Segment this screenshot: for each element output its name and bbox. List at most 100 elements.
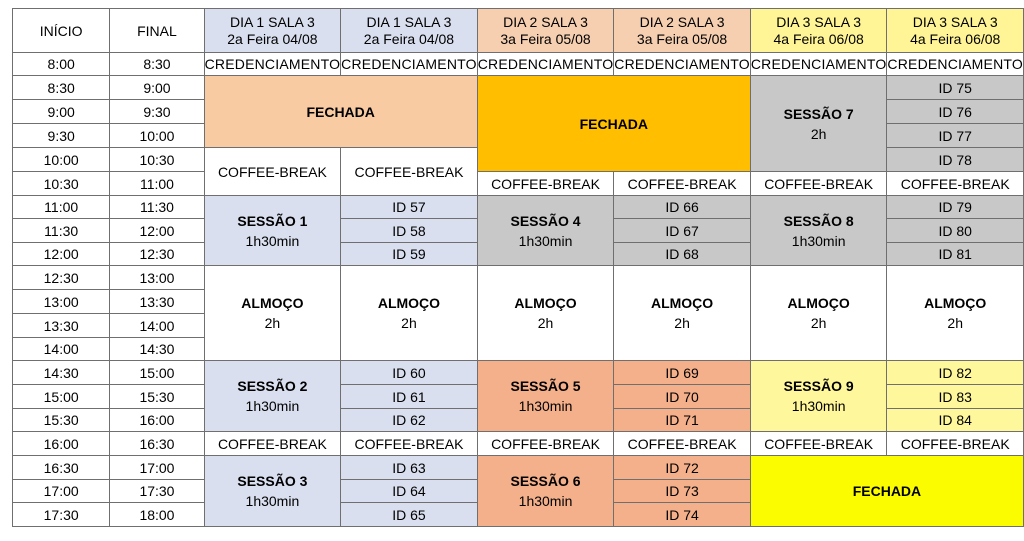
start-time: 15:00: [11, 384, 111, 409]
time-row: 15:00 15:30 ID 61 ID 70 ID 83: [11, 384, 1024, 409]
time-row: 10:00 10:30 COFFEE-BREAK COFFEE-BREAK ID…: [11, 147, 1024, 196]
header-day-date: 3a Feira 05/08: [636, 30, 728, 47]
time-row: 9:00 9:30 ID 76: [11, 99, 1024, 124]
paper-id-cell: ID 60: [340, 360, 478, 385]
end-time: 13:00: [109, 265, 205, 290]
lunch-block: ALMOÇO 2h: [886, 265, 1024, 361]
end-time: 18:00: [109, 502, 205, 527]
coffee-break-cell: COFFEE-BREAK: [886, 171, 1024, 196]
paper-id-cell: ID 74: [613, 502, 751, 527]
session-4-block: SESSÃO 4 1h30min: [476, 195, 615, 266]
end-time: 8:30: [109, 52, 205, 76]
end-time: 17:00: [109, 455, 205, 480]
session-title: SESSÃO 7: [783, 105, 854, 122]
session-duration: 1h30min: [245, 232, 300, 249]
session-title: SESSÃO 2: [237, 378, 308, 394]
lunch-duration: 2h: [947, 315, 963, 331]
header-day-title: DIA 2 SALA 3: [503, 13, 588, 30]
header-day-date: 4a Feira 06/08: [910, 30, 1001, 47]
end-time: 11:30: [109, 195, 205, 219]
day3-closed-block: FECHADA: [749, 455, 1024, 527]
lunch-title: ALMOÇO: [514, 295, 577, 311]
lunch-block: ALMOÇO 2h: [203, 265, 342, 361]
paper-id-cell: ID 72: [613, 455, 751, 480]
end-time: 17:30: [109, 479, 205, 503]
start-time: 14:00: [11, 337, 111, 361]
header-day: DIA 2 SALA 3 3a Feira 05/08: [613, 8, 751, 53]
coffee-break-cell: COFFEE-BREAK: [476, 431, 615, 456]
session-8-block: SESSÃO 8 1h30min: [749, 195, 888, 266]
paper-id-cell: ID 81: [886, 242, 1024, 266]
start-time: 9:30: [11, 123, 111, 148]
lunch-block: ALMOÇO 2h: [476, 265, 615, 361]
header-day: DIA 2 SALA 3 3a Feira 05/08: [476, 8, 615, 53]
header-day-date: 2a Feira 04/08: [363, 30, 455, 47]
start-time: 15:30: [11, 408, 111, 432]
lunch-duration: 2h: [401, 315, 417, 331]
paper-id-cell: ID 65: [340, 502, 478, 527]
end-time: 14:00: [109, 313, 205, 338]
session-duration: 1h30min: [245, 398, 300, 414]
credenciamento-cell: CREDENCIAMENTO: [886, 52, 1024, 76]
paper-id-cell: ID 63: [340, 455, 478, 480]
session-3-block: SESSÃO 3 1h30min: [203, 455, 342, 527]
end-time: 16:30: [109, 431, 205, 456]
time-row: 11:00 11:30 SESSÃO 1 1h30min ID 57 SESSÃO…: [11, 195, 1024, 266]
start-time: 9:00: [11, 99, 111, 124]
coffee-break-cell: COFFEE-BREAK: [476, 171, 615, 196]
header-day-title: DIA 1 SALA 3: [366, 13, 452, 30]
end-time: 12:30: [109, 242, 205, 266]
coffee-break-cell: COFFEE-BREAK: [749, 431, 888, 456]
paper-id-cell: ID 61: [340, 384, 478, 409]
time-row: 9:30 10:00 ID 77: [11, 123, 1024, 148]
start-time: 10:00: [11, 147, 111, 172]
session-title: SESSÃO 8: [783, 212, 854, 229]
lunch-block: ALMOÇO 2h: [340, 265, 478, 361]
header-inicio: INÍCIO: [11, 8, 111, 53]
paper-id-cell: ID 78: [886, 147, 1024, 172]
coffee-break-cell: COFFEE-BREAK: [340, 431, 478, 456]
end-time: 16:00: [109, 408, 205, 432]
coffee-break-cell: COFFEE-BREAK: [886, 431, 1024, 456]
session-title: SESSÃO 6: [510, 473, 581, 489]
credenciamento-cell: CREDENCIAMENTO: [613, 52, 751, 76]
paper-id-cell: ID 57: [340, 195, 478, 219]
end-time: 13:30: [109, 289, 205, 314]
start-time: 11:00: [11, 195, 111, 219]
paper-id-cell: ID 83: [886, 384, 1024, 409]
coffee-break-cell: COFFEE-BREAK: [340, 147, 478, 196]
time-row: 12:30 13:00 ALMOÇO 2h ALMOÇO 2h ALMOÇO 2h A…: [11, 265, 1024, 361]
session-duration: 1h30min: [518, 398, 573, 414]
session-duration: 2h: [810, 125, 827, 142]
time-row: 17:30 18:00 ID 65 ID 74: [11, 502, 1024, 527]
start-time: 12:00: [11, 242, 111, 266]
lunch-title: ALMOÇO: [377, 295, 441, 311]
session-5-block: SESSÃO 5 1h30min: [476, 360, 615, 432]
end-time: 11:00: [109, 171, 205, 196]
schedule-container: INÍCIO FINAL DIA 1 SALA 3 2a Feira 04/08 …: [11, 8, 1024, 527]
session-2-block: SESSÃO 2 1h30min: [203, 360, 342, 432]
paper-id-cell: ID 80: [886, 218, 1024, 243]
session-title: SESSÃO 3: [237, 473, 308, 489]
lunch-block: ALMOÇO 2h: [749, 265, 888, 361]
time-row: 8:00 8:30 CREDENCIAMENTO CREDENCIAMENTO …: [11, 52, 1024, 76]
start-time: 8:30: [11, 75, 111, 100]
session-7-block: SESSÃO 7 2h: [749, 75, 888, 172]
time-row: 13:30 14:00: [11, 313, 1024, 338]
coffee-break-cell: COFFEE-BREAK: [613, 431, 751, 456]
paper-id-cell: ID 66: [613, 195, 751, 219]
schedule-table: INÍCIO FINAL DIA 1 SALA 3 2a Feira 04/08 …: [11, 8, 1024, 527]
header-day: DIA 1 SALA 3 2a Feira 04/08: [340, 8, 478, 53]
credenciamento-cell: CREDENCIAMENTO: [340, 52, 478, 76]
start-time: 12:30: [11, 265, 111, 290]
end-time: 10:00: [109, 123, 205, 148]
paper-id-cell: ID 59: [340, 242, 478, 266]
paper-id-cell: ID 67: [613, 218, 751, 243]
credenciamento-cell: CREDENCIAMENTO: [476, 52, 615, 76]
lunch-title: ALMOÇO: [241, 295, 304, 311]
time-row: 8:30 9:00 FECHADA FECHADA SESSÃO 7 2h ID …: [11, 75, 1024, 172]
session-9-block: SESSÃO 9 1h30min: [749, 360, 888, 432]
time-row: 10:30 11:00 COFFEE-BREAK COFFEE-BREAK CO…: [11, 171, 1024, 196]
paper-id-cell: ID 70: [613, 384, 751, 409]
end-time: 14:30: [109, 337, 205, 361]
